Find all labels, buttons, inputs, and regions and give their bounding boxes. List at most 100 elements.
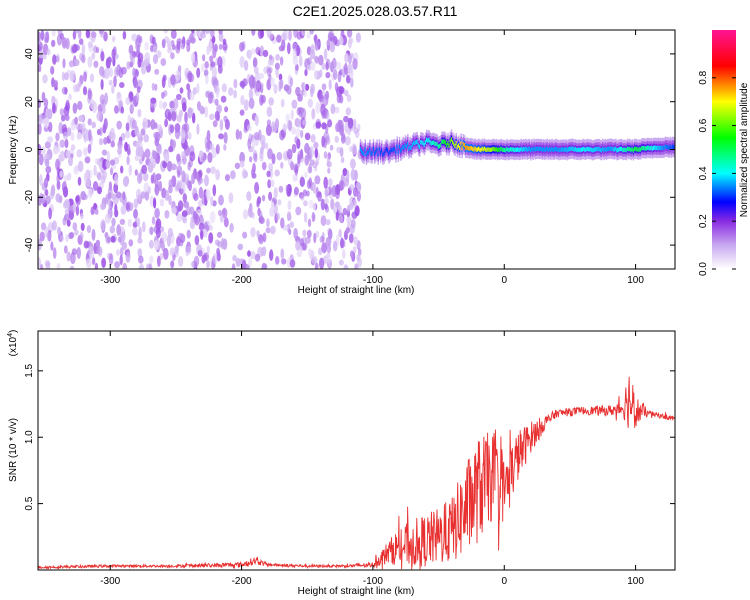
spectrogram-x-axis: -300 -200 -100 0 100 <box>100 30 644 286</box>
spectrogram-noise-cell <box>85 258 92 269</box>
spectrogram-noise-cell <box>137 248 143 258</box>
spectrogram-noise-cell <box>210 166 216 175</box>
spectrogram-trace-cell <box>502 147 505 152</box>
spectrogram-noise-cell <box>200 32 207 39</box>
spectrogram-noise-cell <box>72 222 78 231</box>
spectrogram-trace-cell <box>534 147 537 152</box>
spectrogram-noise-cell <box>134 154 140 162</box>
snr-y-tick-label: 0.5 <box>24 496 35 510</box>
spectrogram-noise-cell <box>327 167 331 174</box>
spectrogram-trace-cell <box>472 146 474 151</box>
spectrogram-trace-cell <box>648 145 650 151</box>
spectrogram-noise-cell <box>348 37 354 44</box>
spectrogram-y-tick-label: 0 <box>24 146 35 152</box>
spectrogram-trace-cell <box>577 147 579 153</box>
spectrogram-noise-cell <box>204 174 209 187</box>
spectrogram-trace-cell <box>622 148 624 153</box>
spectrogram-trace-cell <box>442 139 444 144</box>
spectrogram-noise-cell <box>232 255 237 262</box>
spectrogram-noise-cell <box>243 60 249 71</box>
spectrogram-noise-cell <box>88 129 92 141</box>
spectrogram-trace-cell <box>483 146 486 151</box>
spectrogram-noise-cell <box>154 68 160 75</box>
spectrogram-noise-cell <box>83 240 90 249</box>
spectrogram-noise-cell <box>128 44 134 54</box>
spectrogram-noise-cell <box>140 191 146 199</box>
spectrogram-trace-cell <box>642 146 644 151</box>
spectrogram-trace-cell <box>403 145 405 150</box>
spectrogram-noise-cell <box>252 57 258 68</box>
spectrogram-noise-cell <box>273 125 278 133</box>
spectrogram-noise-cell <box>126 61 131 70</box>
spectrogram-trace-cell <box>667 144 669 150</box>
spectrogram-trace-cell <box>665 144 668 150</box>
spectrogram-noise-cell <box>174 127 181 140</box>
spectrogram-noise-cell <box>222 208 226 216</box>
spectrogram-noise-cell <box>354 205 360 217</box>
spectrogram-trace-cell <box>571 146 573 151</box>
snr-x-tick-label: -300 <box>100 576 120 587</box>
spectrogram-trace-cell <box>375 149 377 154</box>
spectrogram-noise-cell <box>187 72 193 79</box>
spectrogram-noise-cell <box>248 50 252 60</box>
spectrogram-noise-cell <box>126 155 130 166</box>
spectrogram-trace-cell <box>470 146 473 151</box>
spectrogram-y-axis: -40 -20 0 20 40 <box>24 48 675 252</box>
spectrogram-noise-cell <box>143 182 150 194</box>
spectrogram-trace-cell <box>411 142 414 147</box>
spectrogram-trace-cell <box>578 147 580 152</box>
spectrogram-noise-cell <box>200 63 206 73</box>
spectrogram-noise-cell <box>69 265 75 269</box>
spectrogram-noise-cell <box>176 40 181 51</box>
spectrogram-noise-cell <box>270 77 275 87</box>
spectrogram-noise-cell <box>135 141 140 150</box>
spectrogram-trace-cell <box>431 140 434 145</box>
spectrogram-noise-cell <box>55 158 60 171</box>
snr-x-label: Height of straight line (km) <box>298 586 415 597</box>
spectrogram-noise-cell <box>162 74 167 82</box>
spectrogram-noise-cell <box>276 212 280 221</box>
spectrogram-trace-cell <box>579 148 582 153</box>
snr-y-tick-label: 1.5 <box>24 363 35 377</box>
spectrogram-noise-cell <box>295 128 301 138</box>
spectrogram-noise-cell <box>275 256 280 265</box>
spectrogram-noise-cell <box>72 102 78 114</box>
spectrogram-noise-cell <box>122 199 127 207</box>
spectrogram-trace-cell <box>456 145 459 150</box>
spectrogram-noise-cell <box>58 196 63 204</box>
spectrogram-noise-cell <box>47 108 53 120</box>
spectrogram-trace-cell <box>545 147 547 152</box>
spectrogram-trace-cell <box>434 141 436 146</box>
spectrogram-noise-cell <box>155 220 159 229</box>
spectrogram-noise-cell <box>308 248 312 256</box>
spectrogram-noise-cell <box>192 112 196 124</box>
spectrogram-noise-cell <box>309 145 315 158</box>
spectrogram-trace-cell <box>598 146 601 152</box>
spectrogram-noise-cell <box>265 227 271 234</box>
spectrogram-noise-cell <box>119 82 125 88</box>
spectrogram-noise-cell <box>228 87 234 96</box>
spectrogram-trace-cell <box>587 147 590 152</box>
spectrogram-trace-cell <box>426 137 428 142</box>
spectrogram-noise-cell <box>96 46 100 54</box>
spectrogram-noise-cell <box>348 233 354 244</box>
spectrogram-trace-cell <box>537 146 539 151</box>
spectrogram-noise-cell <box>159 198 165 207</box>
spectrogram-trace-cell <box>661 145 663 151</box>
spectrogram-noise-cell <box>114 66 120 78</box>
spectrogram-noise-cell <box>267 59 273 66</box>
spectrogram-noise-cell <box>171 207 177 214</box>
spectrogram-noise-cell <box>323 198 329 205</box>
spectrogram-trace-cell <box>481 146 483 151</box>
spectrogram-trace-cell <box>382 152 384 157</box>
spectrogram-trace-cell <box>392 147 395 152</box>
spectrogram-noise-cell <box>64 72 69 81</box>
spectrogram-noise-cell <box>78 80 82 88</box>
spectrogram-trace-cell <box>531 146 533 152</box>
spectrogram-trace-cell <box>390 147 392 153</box>
spectrogram-noise-cell <box>354 263 359 269</box>
spectrogram-trace-cell <box>505 148 507 153</box>
spectrogram-noise-cell <box>285 184 289 193</box>
spectrogram-trace-cell <box>576 147 578 153</box>
snr-x-tick-label: 0 <box>501 576 507 587</box>
